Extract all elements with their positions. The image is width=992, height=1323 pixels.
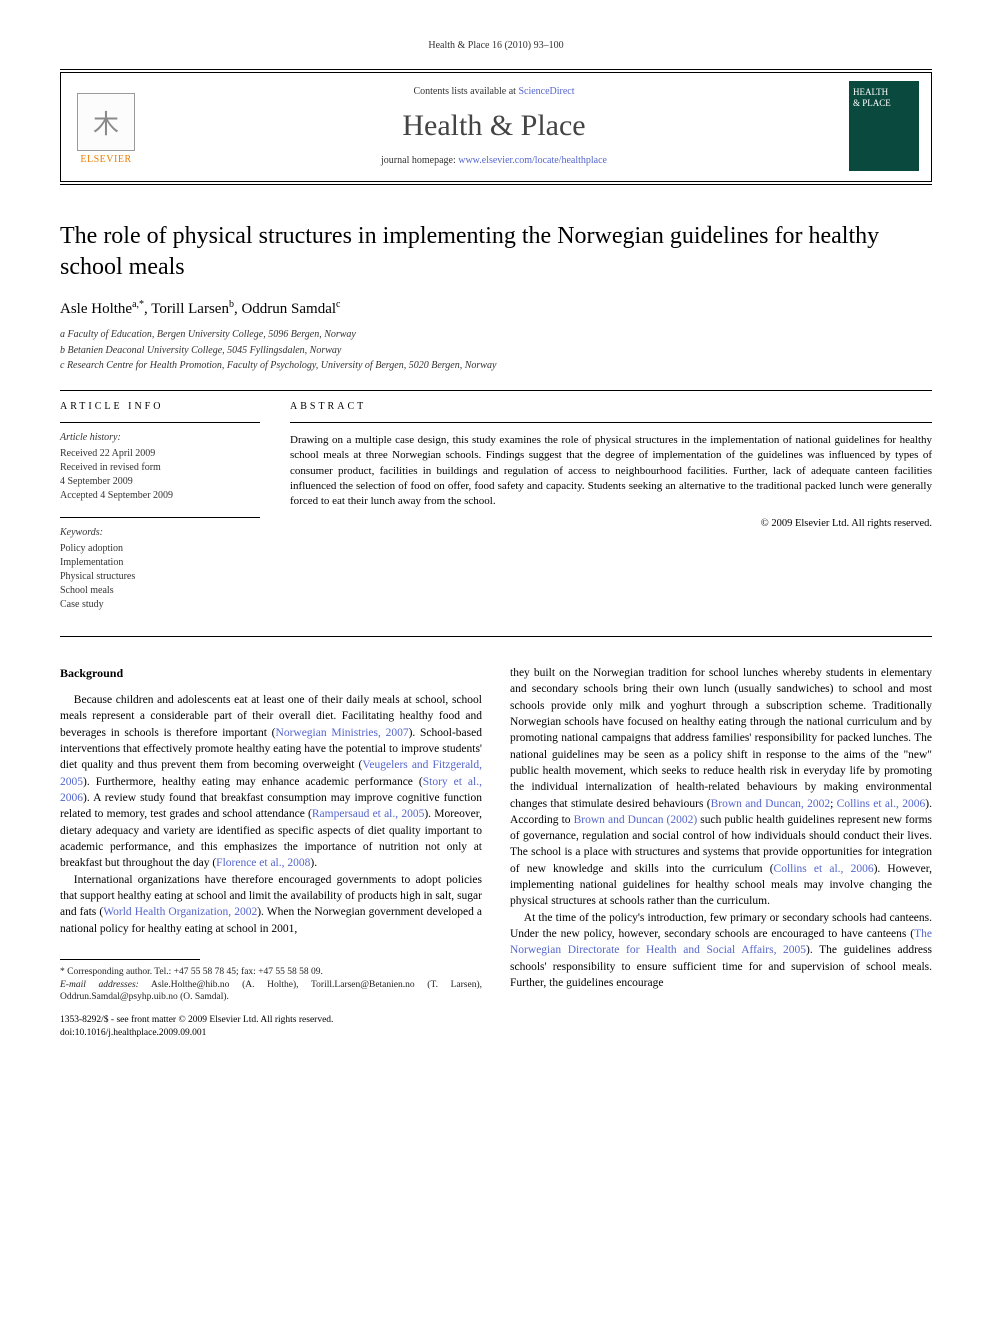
article-title: The role of physical structures in imple… bbox=[60, 221, 932, 283]
body-p2: International organizations have therefo… bbox=[60, 872, 482, 937]
journal-center: Contents lists available at ScienceDirec… bbox=[153, 86, 835, 166]
history-revised-date: 4 September 2009 bbox=[60, 475, 260, 489]
p4a: At the time of the policy's introduction… bbox=[510, 912, 932, 940]
body-columns: Background Because children and adolesce… bbox=[60, 665, 932, 1040]
contents-line: Contents lists available at ScienceDirec… bbox=[153, 86, 835, 97]
author-3-sup: c bbox=[336, 299, 340, 310]
ref-norwegian-ministries[interactable]: Norwegian Ministries, 2007 bbox=[276, 727, 409, 739]
homepage-line: journal homepage: www.elsevier.com/locat… bbox=[153, 155, 835, 166]
email-label: E-mail addresses: bbox=[60, 980, 139, 990]
sciencedirect-link[interactable]: ScienceDirect bbox=[518, 86, 574, 97]
corresponding-author: * Corresponding author. Tel.: +47 55 58 … bbox=[60, 966, 482, 979]
bottom-rule bbox=[60, 184, 932, 185]
issn-block: 1353-8292/$ - see front matter © 2009 El… bbox=[60, 1014, 482, 1040]
author-1-sup: a,* bbox=[132, 299, 144, 310]
ref-rampersaud[interactable]: Rampersaud et al., 2005 bbox=[312, 808, 424, 820]
history-label: Article history: bbox=[60, 431, 260, 445]
issn: 1353-8292/$ - see front matter © 2009 El… bbox=[60, 1014, 482, 1027]
article-info-heading: ARTICLE INFO bbox=[60, 401, 260, 412]
info-subrule-2 bbox=[60, 517, 260, 518]
abstract-text: Drawing on a multiple case design, this … bbox=[290, 433, 932, 510]
authors: Asle Holthea,*, Torill Larsenb, Oddrun S… bbox=[60, 299, 932, 318]
ref-who[interactable]: World Health Organization, 2002 bbox=[103, 906, 257, 918]
cover-line1: HEALTH bbox=[853, 87, 915, 98]
keyword-5: Case study bbox=[60, 598, 260, 612]
ref-collins-2[interactable]: Collins et al., 2006 bbox=[774, 863, 874, 875]
section-background: Background bbox=[60, 665, 482, 682]
abstract-column: ABSTRACT Drawing on a multiple case desi… bbox=[290, 401, 932, 626]
history-received: Received 22 April 2009 bbox=[60, 447, 260, 461]
info-top-rule bbox=[60, 390, 932, 391]
author-3: Oddrun Samdal bbox=[241, 301, 336, 317]
history-revised: Received in revised form bbox=[60, 461, 260, 475]
info-abstract-row: ARTICLE INFO Article history: Received 2… bbox=[60, 401, 932, 626]
journal-header-box: ⽊ ELSEVIER Contents lists available at S… bbox=[60, 72, 932, 182]
ref-florence[interactable]: Florence et al., 2008 bbox=[216, 857, 310, 869]
cover-line2: & PLACE bbox=[853, 98, 915, 109]
running-header: Health & Place 16 (2010) 93–100 bbox=[60, 40, 932, 51]
keyword-4: School meals bbox=[60, 584, 260, 598]
info-subrule-1 bbox=[60, 422, 260, 423]
p3a: they built on the Norwegian tradition fo… bbox=[510, 667, 932, 810]
p1c: ). Furthermore, healthy eating may enhan… bbox=[83, 776, 423, 788]
author-2-sup: b bbox=[229, 299, 234, 310]
journal-homepage-link[interactable]: www.elsevier.com/locate/healthplace bbox=[458, 155, 607, 166]
journal-title: Health & Place bbox=[153, 109, 835, 143]
elsevier-brand: ELSEVIER bbox=[80, 154, 131, 165]
abstract-copyright: © 2009 Elsevier Ltd. All rights reserved… bbox=[290, 518, 932, 529]
ref-brown-duncan-2[interactable]: Brown and Duncan (2002) bbox=[574, 814, 698, 826]
abstract-heading: ABSTRACT bbox=[290, 401, 932, 412]
article-info-column: ARTICLE INFO Article history: Received 2… bbox=[60, 401, 260, 626]
keyword-1: Policy adoption bbox=[60, 542, 260, 556]
author-1: Asle Holthe bbox=[60, 301, 132, 317]
journal-cover-thumb: HEALTH & PLACE bbox=[849, 81, 919, 171]
footnotes: * Corresponding author. Tel.: +47 55 58 … bbox=[60, 966, 482, 1004]
doi: doi:10.1016/j.healthplace.2009.09.001 bbox=[60, 1027, 482, 1040]
affiliation-a: a Faculty of Education, Bergen Universit… bbox=[60, 328, 932, 343]
keywords-label: Keywords: bbox=[60, 526, 260, 540]
email-block: E-mail addresses: Asle.Holthe@hib.no (A.… bbox=[60, 979, 482, 1005]
footnote-separator bbox=[60, 959, 200, 960]
contents-prefix: Contents lists available at bbox=[413, 86, 518, 97]
article-history: Article history: Received 22 April 2009 … bbox=[60, 431, 260, 503]
lower-rule bbox=[60, 636, 932, 637]
p1f: ). bbox=[310, 857, 317, 869]
keyword-3: Physical structures bbox=[60, 570, 260, 584]
homepage-prefix: journal homepage: bbox=[381, 155, 458, 166]
publisher-logo: ⽊ ELSEVIER bbox=[73, 87, 139, 165]
top-rule bbox=[60, 69, 932, 70]
abstract-subrule bbox=[290, 422, 932, 423]
ref-brown-duncan-1[interactable]: Brown and Duncan, 2002 bbox=[711, 798, 831, 810]
body-p4: At the time of the policy's introduction… bbox=[510, 910, 932, 992]
affiliation-c: c Research Centre for Health Promotion, … bbox=[60, 359, 932, 374]
elsevier-tree-icon: ⽊ bbox=[77, 93, 135, 151]
author-2: Torill Larsen bbox=[151, 301, 229, 317]
ref-collins-1[interactable]: Collins et al., 2006 bbox=[837, 798, 926, 810]
body-p1: Because children and adolescents eat at … bbox=[60, 692, 482, 872]
body-p3: they built on the Norwegian tradition fo… bbox=[510, 665, 932, 910]
history-accepted: Accepted 4 September 2009 bbox=[60, 489, 260, 503]
keywords-block: Keywords: Policy adoption Implementation… bbox=[60, 526, 260, 612]
affiliation-b: b Betanien Deaconal University College, … bbox=[60, 344, 932, 359]
affiliations: a Faculty of Education, Bergen Universit… bbox=[60, 328, 932, 374]
keyword-2: Implementation bbox=[60, 556, 260, 570]
